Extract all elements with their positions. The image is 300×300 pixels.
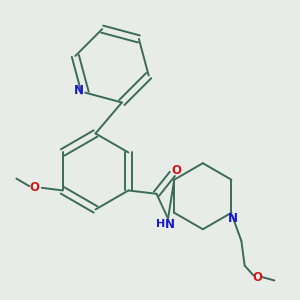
Text: N: N (228, 212, 238, 225)
Text: N: N (165, 218, 175, 231)
Text: H: H (156, 220, 165, 230)
Text: O: O (171, 164, 181, 177)
Text: N: N (74, 85, 84, 98)
Text: O: O (252, 271, 262, 284)
Text: O: O (29, 181, 40, 194)
